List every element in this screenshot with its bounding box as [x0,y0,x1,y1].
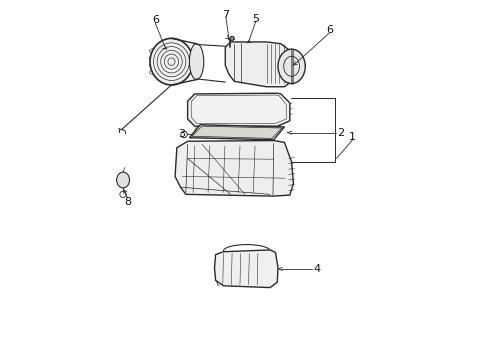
Text: 7: 7 [222,10,229,20]
Text: 8: 8 [124,197,131,207]
Text: 5: 5 [252,14,259,24]
Text: 1: 1 [349,132,356,142]
Ellipse shape [190,44,204,80]
Text: 6: 6 [326,25,333,35]
Polygon shape [190,125,285,140]
Polygon shape [215,250,278,288]
Ellipse shape [117,172,129,188]
Ellipse shape [150,39,193,85]
Ellipse shape [278,49,305,84]
Text: 6: 6 [152,15,159,26]
Ellipse shape [181,131,187,138]
Polygon shape [175,140,294,196]
Text: 4: 4 [313,264,320,274]
Text: 2: 2 [338,128,344,138]
Text: 3: 3 [178,129,185,139]
Polygon shape [225,42,294,87]
Ellipse shape [202,132,211,138]
Ellipse shape [230,36,234,41]
Ellipse shape [120,191,126,198]
Polygon shape [188,93,290,126]
